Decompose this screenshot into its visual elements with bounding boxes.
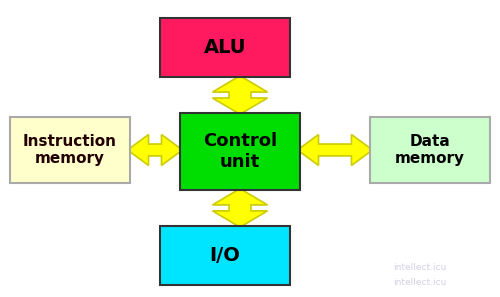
FancyBboxPatch shape <box>160 226 290 285</box>
Text: ALU: ALU <box>204 38 246 57</box>
FancyBboxPatch shape <box>180 113 300 190</box>
Text: intellect.icu: intellect.icu <box>394 263 446 272</box>
Polygon shape <box>212 189 268 227</box>
Text: Instruction
memory: Instruction memory <box>23 134 117 166</box>
FancyBboxPatch shape <box>10 117 130 183</box>
Text: I/O: I/O <box>210 246 240 265</box>
FancyBboxPatch shape <box>160 18 290 77</box>
Polygon shape <box>128 135 182 165</box>
FancyBboxPatch shape <box>370 117 490 183</box>
Polygon shape <box>212 76 268 114</box>
Text: intellect.icu: intellect.icu <box>394 278 446 287</box>
Text: Control
unit: Control unit <box>203 132 277 171</box>
Polygon shape <box>298 135 372 165</box>
Text: Data
memory: Data memory <box>395 134 465 166</box>
